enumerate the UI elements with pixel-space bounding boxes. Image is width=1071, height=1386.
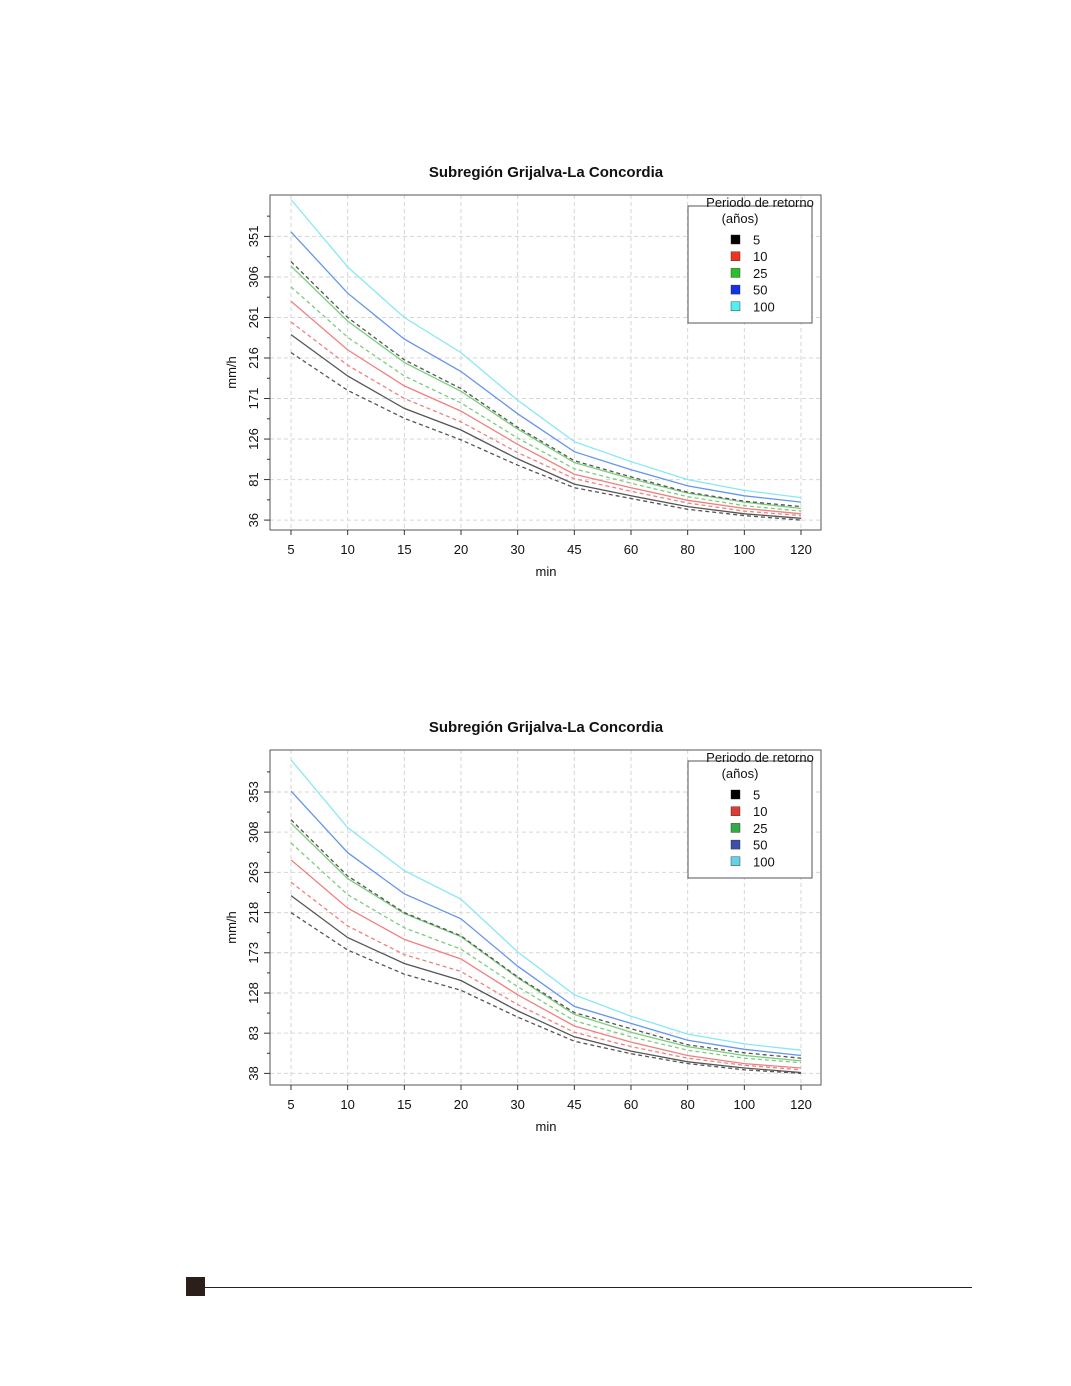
x-tick-label: 20 <box>454 542 468 557</box>
x-tick-label: 100 <box>733 542 755 557</box>
x-tick-label: 45 <box>567 542 581 557</box>
y-tick-label: 81 <box>246 472 261 486</box>
legend-swatch <box>730 251 741 261</box>
y-tick-label: 308 <box>246 821 261 843</box>
legend-subtitle: (años) <box>722 211 759 226</box>
legend-label: 100 <box>753 299 775 314</box>
series-line-5-dashed <box>290 912 802 1075</box>
y-tick-label: 171 <box>246 388 261 410</box>
legend-swatch <box>730 789 741 800</box>
legend-swatch <box>730 234 741 245</box>
legend-label: 10 <box>753 804 767 819</box>
chart-2: Subregión Grijalva-La Concordia 5 10 15 20 30… <box>0 705 1071 1145</box>
legend-box <box>687 205 813 324</box>
legend-label: 5 <box>753 233 760 248</box>
series-line-50-dashed <box>290 819 802 1059</box>
x-tick-label: 120 <box>790 1097 812 1112</box>
y-tick-label: 128 <box>246 982 261 1004</box>
x-tick-label: 20 <box>454 1097 468 1112</box>
footer-square-marker <box>186 1277 205 1296</box>
y-tick-label: 306 <box>246 266 261 288</box>
series-line-5 <box>290 895 802 1074</box>
legend-swatch <box>730 839 741 850</box>
y-tick-label: 83 <box>246 1026 261 1040</box>
legend-swatch <box>730 268 741 278</box>
series-line-25 <box>290 265 802 510</box>
y-tick-label: 126 <box>246 428 261 450</box>
series-line-100 <box>290 199 802 499</box>
chart-title: Subregión Grijalva-La Concordia <box>429 164 664 181</box>
series-line-25-dashed <box>290 286 802 512</box>
legend-label: 10 <box>753 249 767 264</box>
x-tick-label: 10 <box>340 542 354 557</box>
legend-swatch <box>730 284 741 295</box>
legend-swatch <box>730 856 741 867</box>
y-axis-label: mm/h <box>224 356 239 389</box>
x-tick-label: 5 <box>287 542 294 557</box>
y-tick-label: 263 <box>246 862 261 884</box>
series-line-25 <box>290 822 802 1062</box>
legend-label: 50 <box>753 838 767 853</box>
x-tick-label: 45 <box>567 1097 581 1112</box>
plot-frame <box>269 749 822 1086</box>
legend-label: 100 <box>753 854 775 869</box>
legend-swatch <box>730 823 741 833</box>
y-tick-label: 351 <box>246 226 261 248</box>
x-tick-label: 80 <box>680 542 694 557</box>
legend-title: Periodo de retorno <box>706 750 814 765</box>
series-line-25-dashed <box>290 842 802 1064</box>
series-line-100 <box>290 759 802 1051</box>
chart-title: Subregión Grijalva-La Concordia <box>429 719 664 736</box>
x-tick-label: 100 <box>733 1097 755 1112</box>
chart-1: Subregión Grijalva-La Concordia 5 10 15 20 30… <box>0 150 1071 590</box>
legend-label: 5 <box>753 788 760 803</box>
legend-subtitle: (años) <box>722 766 759 781</box>
plot-frame <box>269 194 822 531</box>
legend-box <box>687 760 813 879</box>
legend-label: 25 <box>753 266 767 281</box>
series-line-5-dashed <box>290 352 802 521</box>
x-tick-label: 5 <box>287 1097 294 1112</box>
series-line-5 <box>290 334 802 519</box>
series-line-10-dashed <box>290 321 802 517</box>
x-tick-label: 120 <box>790 542 812 557</box>
legend-label: 25 <box>753 821 767 836</box>
series-line-10 <box>290 300 802 515</box>
y-axis-label: mm/h <box>224 911 239 944</box>
series-line-50 <box>290 790 802 1057</box>
y-tick-label: 218 <box>246 902 261 924</box>
x-tick-label: 60 <box>624 542 638 557</box>
series-line-50 <box>290 231 802 503</box>
y-tick-label: 261 <box>246 307 261 329</box>
y-tick-label: 36 <box>246 513 261 527</box>
x-tick-label: 10 <box>340 1097 354 1112</box>
y-tick-label: 38 <box>246 1066 261 1080</box>
legend-swatch <box>730 301 741 312</box>
x-tick-label: 15 <box>397 542 411 557</box>
legend-title: Periodo de retorno <box>706 195 814 210</box>
x-tick-label: 30 <box>510 542 524 557</box>
legend-swatch <box>730 806 741 816</box>
x-tick-label: 30 <box>510 1097 524 1112</box>
x-tick-label: 15 <box>397 1097 411 1112</box>
series-line-50-dashed <box>290 261 802 508</box>
y-tick-label: 216 <box>246 347 261 369</box>
y-tick-label: 353 <box>246 781 261 803</box>
legend-label: 50 <box>753 283 767 298</box>
series-line-10-dashed <box>290 881 802 1071</box>
x-tick-label: 80 <box>680 1097 694 1112</box>
footer-line <box>205 1287 972 1288</box>
x-tick-label: 60 <box>624 1097 638 1112</box>
x-axis-label: min <box>536 564 557 579</box>
y-tick-label: 173 <box>246 942 261 964</box>
series-line-10 <box>290 859 802 1069</box>
x-axis-label: min <box>536 1119 557 1134</box>
page-footer-rule <box>186 1277 972 1297</box>
